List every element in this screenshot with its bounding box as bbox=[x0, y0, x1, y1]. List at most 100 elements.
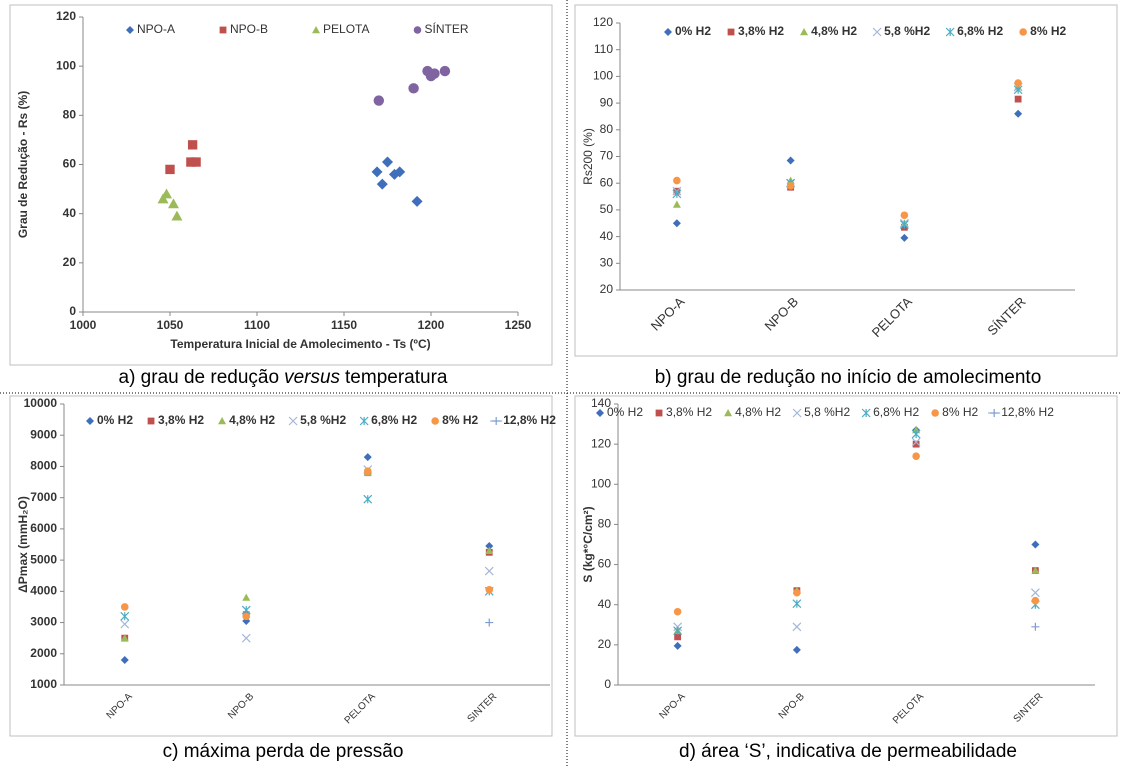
y-tick-label: 120 bbox=[56, 9, 76, 23]
data-point bbox=[157, 193, 169, 204]
data-point bbox=[363, 494, 373, 504]
legend-label: 5,8 %H2 bbox=[884, 24, 930, 38]
x-tick-label: PELOTA bbox=[343, 691, 378, 726]
data-point bbox=[1013, 85, 1023, 95]
legend-label: 0% H2 bbox=[675, 24, 711, 38]
legend-label: 8% H2 bbox=[1030, 24, 1066, 38]
y-tick-label: 90 bbox=[600, 95, 614, 109]
data-point bbox=[672, 189, 682, 199]
data-point bbox=[120, 634, 129, 642]
data-point bbox=[1031, 596, 1040, 605]
legend-label: 6,8% H2 bbox=[873, 405, 919, 419]
legend-symbol bbox=[800, 28, 809, 36]
y-tick-label: 2000 bbox=[30, 646, 57, 660]
data-point bbox=[120, 603, 129, 611]
data-point bbox=[1031, 566, 1040, 574]
caption: d) área ‘S’, indicativa de permeabilidad… bbox=[679, 741, 1017, 762]
y-tick-label: 60 bbox=[598, 557, 612, 571]
y-tick-label: 0 bbox=[604, 677, 611, 691]
y-axis-label: ΔPmax (mmH₂O) bbox=[16, 496, 30, 593]
data-point bbox=[485, 546, 494, 554]
data-point bbox=[187, 140, 198, 150]
y-tick-label: 80 bbox=[600, 122, 614, 136]
x-tick-label: 1250 bbox=[505, 318, 532, 332]
y-tick-label: 8000 bbox=[30, 459, 57, 473]
data-point bbox=[394, 166, 406, 178]
data-point bbox=[1030, 588, 1040, 598]
legend-symbol bbox=[219, 26, 227, 34]
data-point bbox=[411, 195, 423, 207]
legend-symbol bbox=[861, 408, 871, 418]
data-point bbox=[120, 611, 130, 621]
y-tick-label: 5000 bbox=[30, 552, 57, 566]
legend-symbol bbox=[86, 417, 94, 425]
legend-symbol bbox=[492, 417, 501, 425]
legend-label: 4,8% H2 bbox=[811, 24, 857, 38]
y-tick-label: 9000 bbox=[30, 427, 57, 441]
y-tick-label: 60 bbox=[600, 175, 614, 189]
x-tick-label: SINTER bbox=[466, 691, 500, 725]
legend-label: 6,8% H2 bbox=[371, 413, 417, 427]
x-tick-label: SINTER bbox=[1012, 691, 1046, 725]
legend-label: 8% H2 bbox=[942, 405, 978, 419]
legend-label: NPO-A bbox=[137, 22, 175, 36]
data-point bbox=[485, 585, 494, 594]
legend-symbol bbox=[312, 26, 321, 34]
data-point bbox=[1014, 79, 1022, 87]
data-point bbox=[786, 156, 795, 165]
caption: b) grau de redução no início de amolecim… bbox=[655, 367, 1042, 388]
legend-symbol bbox=[872, 27, 882, 37]
data-point bbox=[1031, 540, 1040, 549]
legend-symbol bbox=[664, 28, 672, 36]
x-tick-label: SÍNTER bbox=[984, 294, 1028, 338]
data-point bbox=[171, 210, 183, 221]
legend-label: NPO-B bbox=[230, 22, 268, 36]
y-tick-label: 100 bbox=[591, 476, 611, 490]
data-point bbox=[674, 633, 682, 641]
data-point bbox=[363, 467, 372, 475]
data-point bbox=[167, 198, 179, 209]
y-tick-label: 20 bbox=[598, 637, 612, 651]
x-tick-label: NPO-B bbox=[761, 294, 801, 334]
y-tick-label: 110 bbox=[594, 42, 613, 56]
y-tick-label: 80 bbox=[63, 108, 77, 122]
x-tick-label: 1050 bbox=[157, 318, 184, 332]
legend-label: 12,8% H2 bbox=[1001, 405, 1054, 419]
legend-symbol bbox=[1019, 28, 1027, 36]
chart-frame bbox=[9, 395, 553, 737]
data-point bbox=[408, 83, 419, 94]
data-point bbox=[912, 452, 920, 460]
legend-label: 6,8% H2 bbox=[957, 24, 1003, 38]
legend-symbol bbox=[218, 417, 227, 425]
data-point bbox=[120, 619, 130, 629]
y-axis-label: Rs200 (%) bbox=[581, 128, 595, 185]
y-tick-label: 120 bbox=[593, 15, 613, 29]
legend-label: 8% H2 bbox=[442, 413, 478, 427]
data-point bbox=[1031, 622, 1040, 631]
y-tick-label: 70 bbox=[600, 149, 614, 163]
data-point bbox=[241, 633, 251, 643]
data-point bbox=[120, 656, 129, 665]
legend-label: 0% H2 bbox=[97, 413, 133, 427]
caption-part: versus bbox=[284, 367, 340, 388]
y-axis-label: S (kg*°C/cm²) bbox=[581, 506, 595, 582]
y-tick-label: 80 bbox=[598, 517, 612, 531]
y-axis-label: Grau de Redução - Rs (%) bbox=[16, 91, 30, 238]
data-point bbox=[363, 453, 372, 462]
x-axis-label: Temperatura Inicial de Amolecimento - Ts… bbox=[170, 337, 430, 351]
legend-symbol bbox=[990, 409, 999, 417]
legend-label: 4,8% H2 bbox=[229, 413, 275, 427]
x-tick-label: 1000 bbox=[70, 318, 97, 332]
data-point bbox=[792, 622, 802, 632]
data-point bbox=[373, 95, 385, 106]
chart-frame bbox=[574, 395, 1118, 737]
x-tick-label: NPO-B bbox=[226, 691, 256, 721]
legend-symbol bbox=[288, 416, 298, 426]
legend-label: 5,8 %H2 bbox=[804, 405, 850, 419]
y-tick-label: 30 bbox=[600, 255, 614, 269]
data-point bbox=[900, 211, 909, 220]
legend-label: SÍNTER bbox=[425, 21, 469, 36]
legend-symbol bbox=[596, 409, 604, 417]
legend-symbol bbox=[724, 409, 733, 417]
